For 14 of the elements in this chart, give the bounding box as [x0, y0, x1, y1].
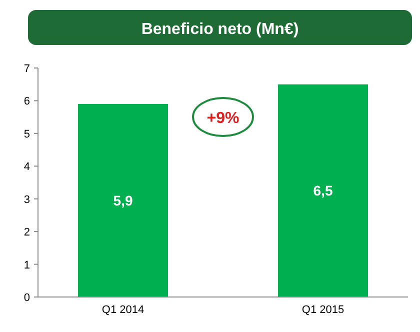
chart-title: Beneficio neto (Mn€) [141, 21, 299, 38]
data-label: 6,5 [313, 182, 333, 199]
y-tick-label: 3 [24, 194, 30, 206]
y-tick-label: 6 [24, 96, 30, 108]
x-tick-label: Q1 2015 [302, 304, 344, 316]
y-tick-label: 1 [24, 259, 30, 272]
y-tick-label: 0 [24, 292, 30, 304]
y-tick-label: 7 [24, 63, 30, 75]
data-label: 5,9 [113, 192, 133, 208]
y-tick-label: 2 [24, 226, 30, 239]
annotation: +9% [206, 110, 240, 127]
y-tick-label: 5 [24, 128, 30, 140]
x-tick-label: Q1 2014 [102, 304, 144, 316]
y-tick-label: 4 [24, 161, 30, 174]
